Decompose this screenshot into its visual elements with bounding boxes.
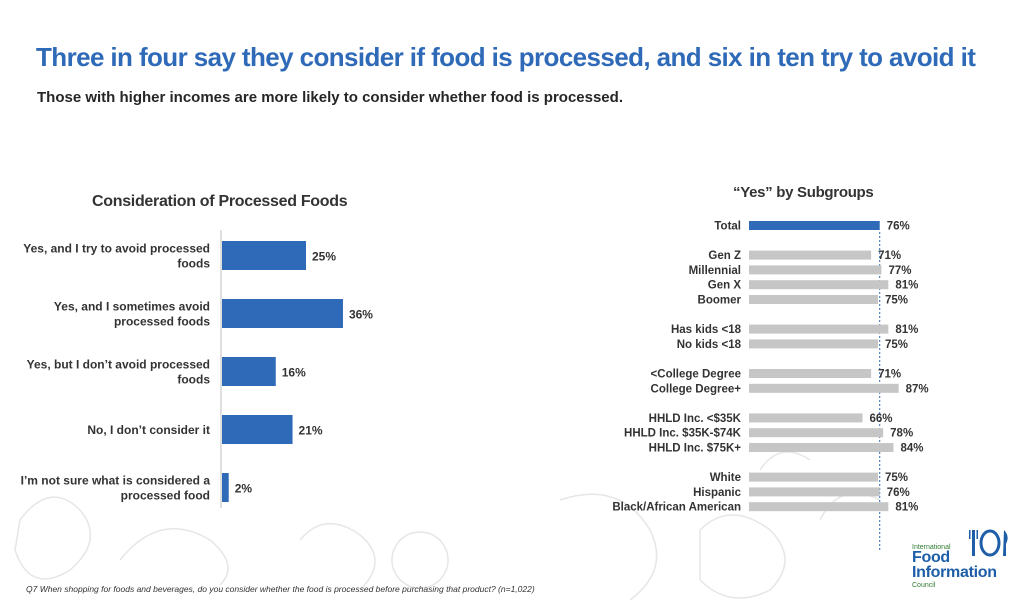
subgroup-bar	[749, 250, 872, 260]
subgroup-label: College Degree+	[651, 383, 742, 395]
subgroup-value-label: 75%	[885, 339, 908, 351]
left-bar	[222, 357, 276, 386]
left-bar	[222, 473, 229, 502]
subgroup-value-label: 71%	[878, 369, 901, 381]
subgroup-bar	[749, 413, 863, 423]
left-category-label: foods	[177, 257, 210, 271]
subgroup-value-label: 75%	[885, 472, 908, 484]
subgroup-label: Millennial	[689, 265, 741, 277]
left-value-label: 36%	[349, 308, 373, 322]
subgroup-value-label: 78%	[890, 428, 913, 440]
logo-text-international: International	[912, 544, 951, 551]
page-title: Three in four say they consider if food …	[36, 42, 976, 72]
logo-text-council: Council	[912, 582, 936, 589]
subgroup-label: <College Degree	[651, 369, 741, 381]
subgroup-value-label: 81%	[895, 502, 918, 514]
left-value-label: 25%	[312, 250, 336, 264]
left-bar	[222, 299, 343, 328]
subgroup-label: Boomer	[698, 295, 742, 307]
subgroup-label: HHLD Inc. <$35K	[649, 413, 742, 425]
subgroup-bar	[749, 339, 878, 349]
subgroup-bar	[749, 383, 899, 393]
subgroup-bar	[749, 280, 889, 290]
left-category-label: processed foods	[114, 315, 210, 329]
subgroup-bar	[749, 369, 872, 378]
subgroup-label: No kids <18	[677, 339, 742, 351]
logo-text-information: Information	[912, 564, 997, 581]
left-category-label: Yes, but I don’t avoid processed	[27, 358, 210, 372]
subgroup-bar	[749, 221, 880, 230]
page-subtitle: Those with higher incomes are more likel…	[37, 89, 623, 106]
left-value-label: 16%	[282, 366, 306, 380]
left-category-label: Yes, and I try to avoid processed	[23, 242, 210, 256]
subgroup-value-label: 71%	[878, 250, 901, 262]
subgroup-value-label: 77%	[888, 265, 911, 277]
left-category-label: foods	[177, 373, 210, 387]
left-chart-title: Consideration of Processed Foods	[92, 193, 348, 210]
left-bar	[222, 241, 306, 270]
right-chart-title: “Yes” by Subgroups	[733, 184, 874, 201]
left-category-label: processed food	[121, 489, 210, 503]
subgroup-label: Gen Z	[708, 250, 741, 262]
subgroup-value-label: 84%	[900, 443, 923, 455]
left-category-label: I’m not sure what is considered a	[21, 474, 211, 488]
left-value-label: 21%	[299, 424, 323, 438]
ific-logo: International Food Information Council	[912, 528, 1018, 592]
subgroup-label: Has kids <18	[671, 324, 742, 336]
subgroup-bar	[749, 265, 882, 275]
subgroup-value-label: 75%	[885, 295, 908, 307]
subgroup-bar	[749, 487, 880, 497]
subgroup-bar	[749, 428, 884, 438]
subgroup-value-label: 76%	[887, 221, 910, 233]
subgroup-bar	[749, 443, 894, 452]
subgroup-label: Gen X	[708, 280, 742, 292]
left-bar	[222, 415, 293, 444]
subgroup-value-label: 76%	[887, 487, 910, 499]
subgroup-label: Total	[714, 221, 741, 233]
left-category-label: No, I don’t consider it	[87, 423, 210, 437]
subgroup-value-label: 66%	[870, 413, 893, 425]
left-value-label: 2%	[235, 482, 253, 496]
subgroup-value-label: 81%	[895, 324, 918, 336]
subgroup-bar	[749, 295, 878, 304]
subgroup-label: White	[710, 472, 741, 484]
fork-plate-knife-icon	[969, 529, 1008, 557]
subgroup-value-label: 81%	[895, 280, 918, 292]
logo-text-food: Food	[912, 549, 950, 566]
subgroup-value-label: 87%	[906, 383, 929, 395]
footnote: Q7 When shopping for foods and beverages…	[26, 584, 535, 594]
subgroup-label: HHLD Inc. $35K-$74K	[624, 428, 742, 440]
subgroup-bar	[749, 472, 878, 482]
left-category-label: Yes, and I sometimes avoid	[54, 300, 210, 314]
subgroup-label: Black/African American	[612, 502, 741, 514]
subgroup-label: Hispanic	[693, 487, 742, 499]
subgroup-bar	[749, 502, 889, 512]
subgroup-label: HHLD Inc. $75K+	[649, 443, 742, 455]
subgroup-bar	[749, 324, 889, 334]
